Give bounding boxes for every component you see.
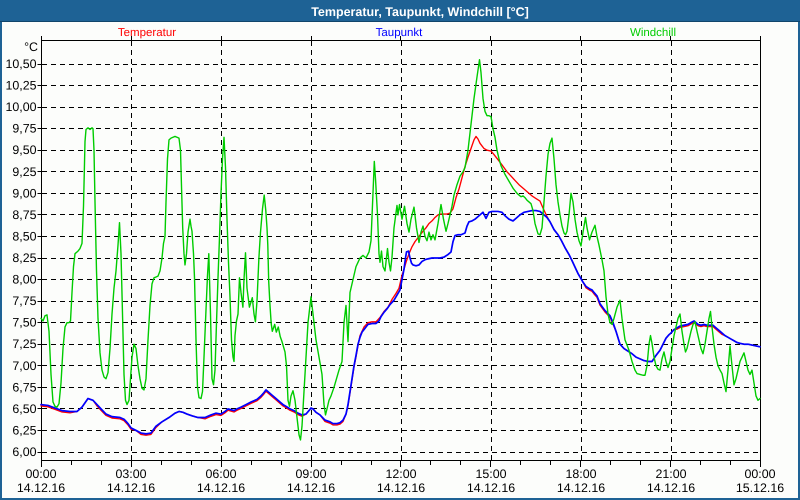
svg-text:6,50: 6,50: [12, 402, 36, 416]
svg-text:9,50: 9,50: [12, 143, 36, 157]
svg-text:8,75: 8,75: [12, 208, 36, 222]
svg-text:10,25: 10,25: [5, 79, 36, 93]
svg-text:14.12.16: 14.12.16: [647, 481, 695, 495]
svg-text:7,00: 7,00: [12, 359, 36, 373]
svg-text:Temperatur, Taupunkt, Windchil: Temperatur, Taupunkt, Windchill [°C]: [311, 5, 529, 19]
svg-text:8,00: 8,00: [12, 273, 36, 287]
svg-text:10,00: 10,00: [5, 100, 36, 114]
svg-text:10,50: 10,50: [5, 57, 36, 71]
svg-text:14.12.16: 14.12.16: [377, 481, 425, 495]
svg-text:21:00: 21:00: [655, 467, 686, 481]
svg-text:7,75: 7,75: [12, 294, 36, 308]
svg-text:15.12.16: 15.12.16: [736, 481, 784, 495]
svg-text:14.12.16: 14.12.16: [557, 481, 605, 495]
svg-text:6,00: 6,00: [12, 445, 36, 459]
svg-text:7,25: 7,25: [12, 337, 36, 351]
svg-text:14.12.16: 14.12.16: [197, 481, 245, 495]
svg-text:14.12.16: 14.12.16: [287, 481, 335, 495]
svg-text:00:00: 00:00: [25, 467, 56, 481]
svg-text:12:00: 12:00: [385, 467, 416, 481]
svg-text:14.12.16: 14.12.16: [17, 481, 65, 495]
svg-text:Windchill: Windchill: [630, 27, 676, 39]
svg-text:09:00: 09:00: [295, 467, 326, 481]
svg-text:°C: °C: [24, 40, 38, 54]
svg-text:9,75: 9,75: [12, 122, 36, 136]
svg-text:9,25: 9,25: [12, 165, 36, 179]
svg-text:Taupunkt: Taupunkt: [376, 27, 423, 39]
svg-text:8,50: 8,50: [12, 229, 36, 243]
svg-text:15:00: 15:00: [475, 467, 506, 481]
svg-text:8,25: 8,25: [12, 251, 36, 265]
svg-text:03:00: 03:00: [115, 467, 146, 481]
svg-text:6,75: 6,75: [12, 380, 36, 394]
svg-text:Temperatur: Temperatur: [118, 27, 176, 39]
svg-text:9,00: 9,00: [12, 186, 36, 200]
svg-text:14.12.16: 14.12.16: [107, 481, 155, 495]
svg-text:06:00: 06:00: [205, 467, 236, 481]
svg-text:00:00: 00:00: [744, 467, 775, 481]
svg-text:14.12.16: 14.12.16: [467, 481, 515, 495]
svg-text:18:00: 18:00: [565, 467, 596, 481]
svg-text:7,50: 7,50: [12, 316, 36, 330]
svg-text:6,25: 6,25: [12, 423, 36, 437]
